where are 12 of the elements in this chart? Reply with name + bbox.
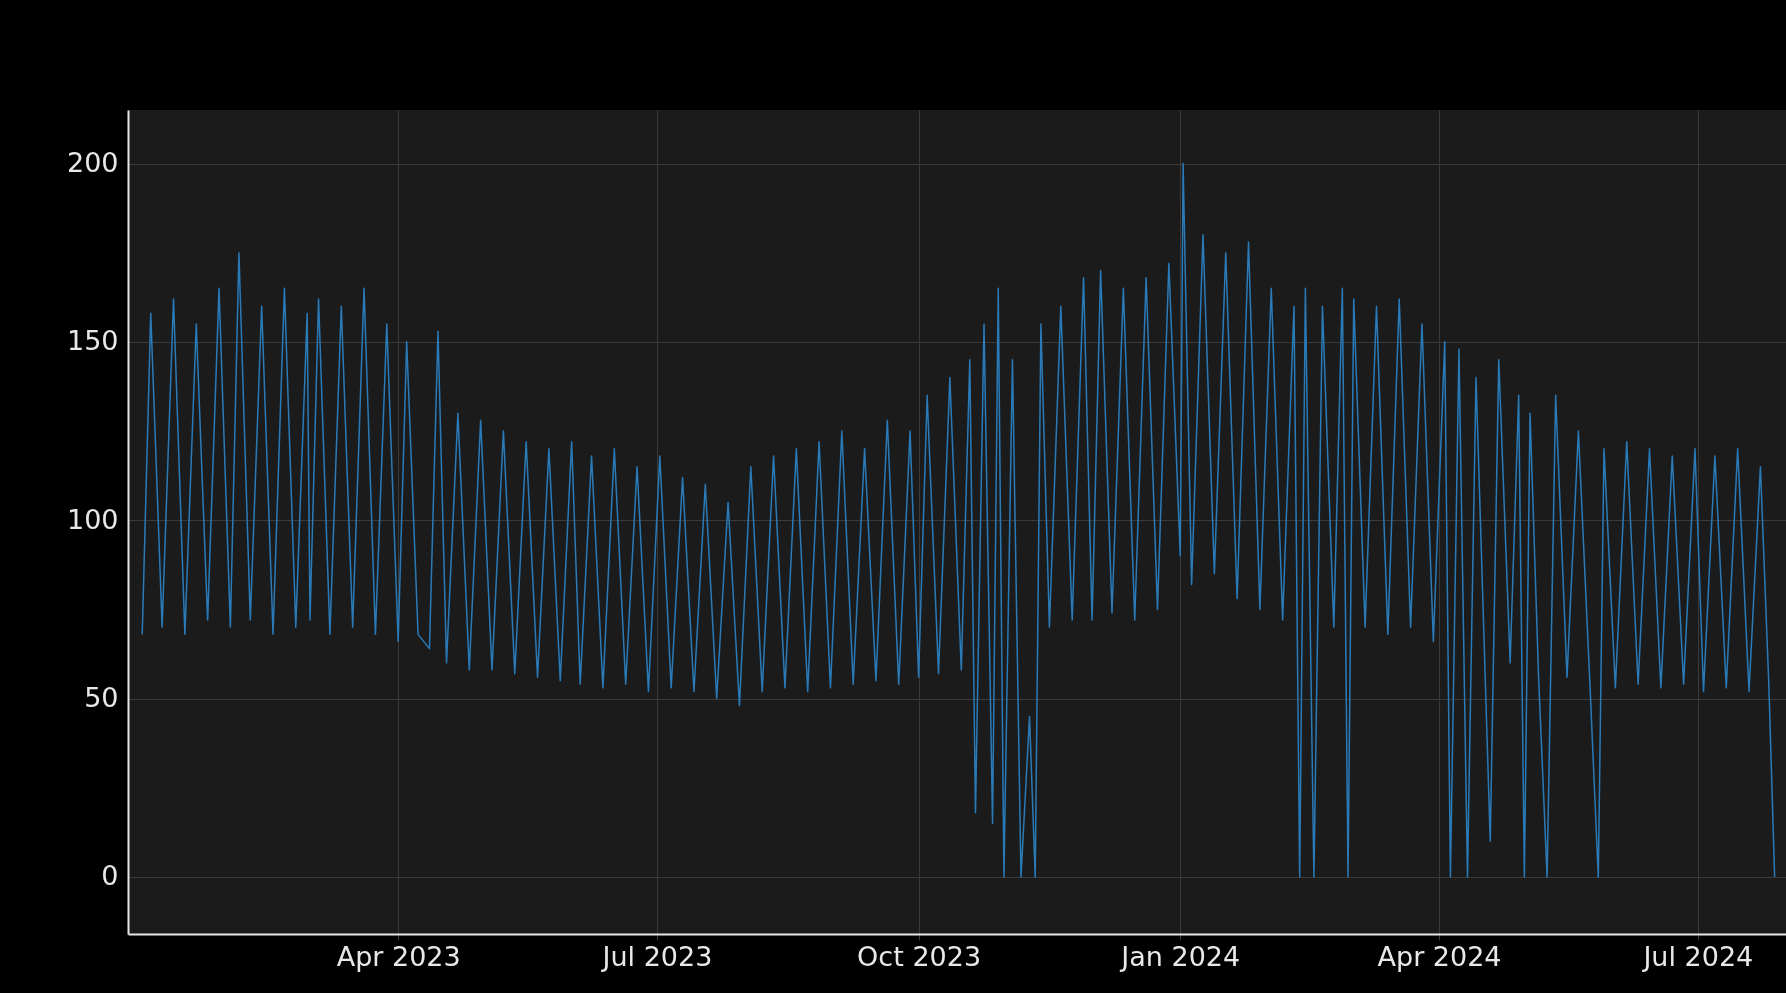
y-tick-label: 50	[84, 682, 119, 714]
x-tick-label: Apr 2023	[336, 940, 461, 972]
x-tick-label: Apr 2024	[1377, 940, 1502, 972]
line-series	[141, 162, 1776, 878]
y-tick-label: 150	[66, 325, 119, 357]
y-tick-label: 200	[66, 147, 119, 179]
x-tick-label: Jul 2023	[600, 940, 713, 972]
x-tick-label: Jan 2024	[1119, 940, 1241, 972]
x-tick-label: Jul 2024	[1641, 940, 1754, 972]
x-tick-label: Oct 2023	[857, 940, 982, 972]
y-tick-label: 0	[101, 860, 119, 892]
y-tick-label: 100	[66, 503, 119, 535]
